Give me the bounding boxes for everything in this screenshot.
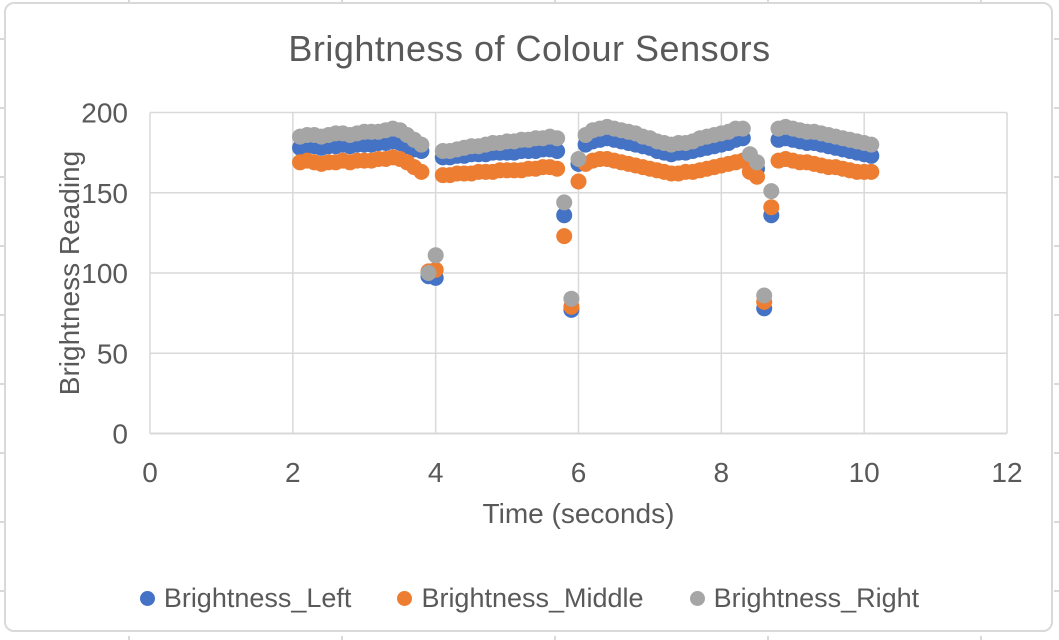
spreadsheet-gridline-stub <box>1054 245 1059 247</box>
y-tick-label[interactable]: 50 <box>97 338 128 369</box>
x-axis-title[interactable]: Time (seconds) <box>482 498 675 529</box>
spreadsheet-gridline-stub <box>341 636 343 640</box>
data-point <box>749 168 765 185</box>
x-tick-label[interactable]: 0 <box>142 457 158 488</box>
legend-item-Brightness_Middle[interactable]: Brightness_Middle <box>397 583 644 614</box>
legend-marker-icon <box>689 591 705 606</box>
data-point <box>549 160 566 177</box>
data-point <box>549 143 566 159</box>
spreadsheet-gridline-stub <box>0 107 5 109</box>
data-point <box>413 163 430 180</box>
legend-marker-icon <box>139 591 155 606</box>
data-point <box>556 207 573 224</box>
spreadsheet-gridline-stub <box>1054 107 1059 109</box>
spreadsheet-gridline-stub <box>0 245 5 247</box>
data-point <box>413 136 430 153</box>
x-tick-label[interactable]: 10 <box>849 457 880 488</box>
x-tick-label[interactable]: 12 <box>991 457 1022 488</box>
spreadsheet-gridline-stub <box>554 636 556 640</box>
data-point <box>863 136 880 153</box>
legend-item-Brightness_Left[interactable]: Brightness_Left <box>139 583 352 614</box>
spreadsheet-gridline-stub <box>1054 314 1059 316</box>
data-point <box>570 173 587 190</box>
spreadsheet-gridline-stub <box>767 636 769 640</box>
spreadsheet-gridline-stub <box>1054 452 1059 454</box>
spreadsheet-gridline-stub <box>0 452 5 454</box>
y-tick-label[interactable]: 0 <box>112 419 128 450</box>
legend: Brightness_Left Brightness_Middle Brightne… <box>0 583 1059 614</box>
spreadsheet-gridline-stub <box>0 38 5 40</box>
data-point <box>563 290 580 307</box>
data-point <box>570 151 587 167</box>
spreadsheet-gridline-stub <box>1054 383 1059 385</box>
spreadsheet-gridline-stub <box>1054 521 1059 523</box>
data-point <box>749 154 765 171</box>
data-point <box>427 247 444 264</box>
series-Brightness_Middle[interactable] <box>292 149 880 315</box>
chart-title[interactable]: Brightness of Colour Sensors <box>288 28 771 69</box>
spreadsheet-gridline-stub <box>0 176 5 178</box>
x-tick-label[interactable]: 6 <box>571 457 587 488</box>
spreadsheet-gridline-stub <box>767 0 769 4</box>
spreadsheet-gridline-stub <box>341 0 343 4</box>
legend-label: Brightness_Left <box>163 583 352 613</box>
data-point <box>549 130 566 147</box>
data-point <box>863 163 880 180</box>
spreadsheet-gridline-stub <box>0 383 5 385</box>
spreadsheet-gridline-stub <box>980 0 982 4</box>
x-tick-label[interactable]: 2 <box>285 457 301 488</box>
data-point <box>556 228 573 245</box>
data-point <box>556 194 573 211</box>
x-tick-label[interactable]: 8 <box>714 457 730 488</box>
data-point <box>763 183 780 200</box>
legend-marker-icon <box>397 591 413 606</box>
data-point <box>420 265 437 281</box>
spreadsheet-gridline-stub <box>0 314 5 316</box>
spreadsheet-gridline-stub <box>128 636 130 640</box>
spreadsheet-gridline-stub <box>128 0 130 4</box>
spreadsheet-gridline-stub <box>980 636 982 640</box>
chart-border <box>4 2 1053 632</box>
x-tick-label[interactable]: 4 <box>428 457 444 488</box>
legend-label: Brightness_Middle <box>421 583 644 613</box>
spreadsheet-gridline-stub <box>1054 38 1059 40</box>
y-tick-label[interactable]: 100 <box>81 258 128 289</box>
spreadsheet-gridline-stub <box>1054 176 1059 178</box>
y-tick-label[interactable]: 200 <box>81 98 128 129</box>
legend-label: Brightness_Right <box>713 583 920 613</box>
y-tick-label[interactable]: 150 <box>81 178 128 209</box>
spreadsheet-gridline-stub <box>0 521 5 523</box>
spreadsheet-gridline-stub <box>1054 590 1059 592</box>
data-point <box>756 287 773 304</box>
spreadsheet-gridline-stub <box>0 590 5 592</box>
legend-item-Brightness_Right[interactable]: Brightness_Right <box>689 583 920 614</box>
data-point <box>763 199 780 216</box>
spreadsheet-gridline-stub <box>554 0 556 4</box>
data-point <box>734 120 751 137</box>
series-Brightness_Right[interactable] <box>292 118 880 307</box>
data-point <box>863 147 880 164</box>
